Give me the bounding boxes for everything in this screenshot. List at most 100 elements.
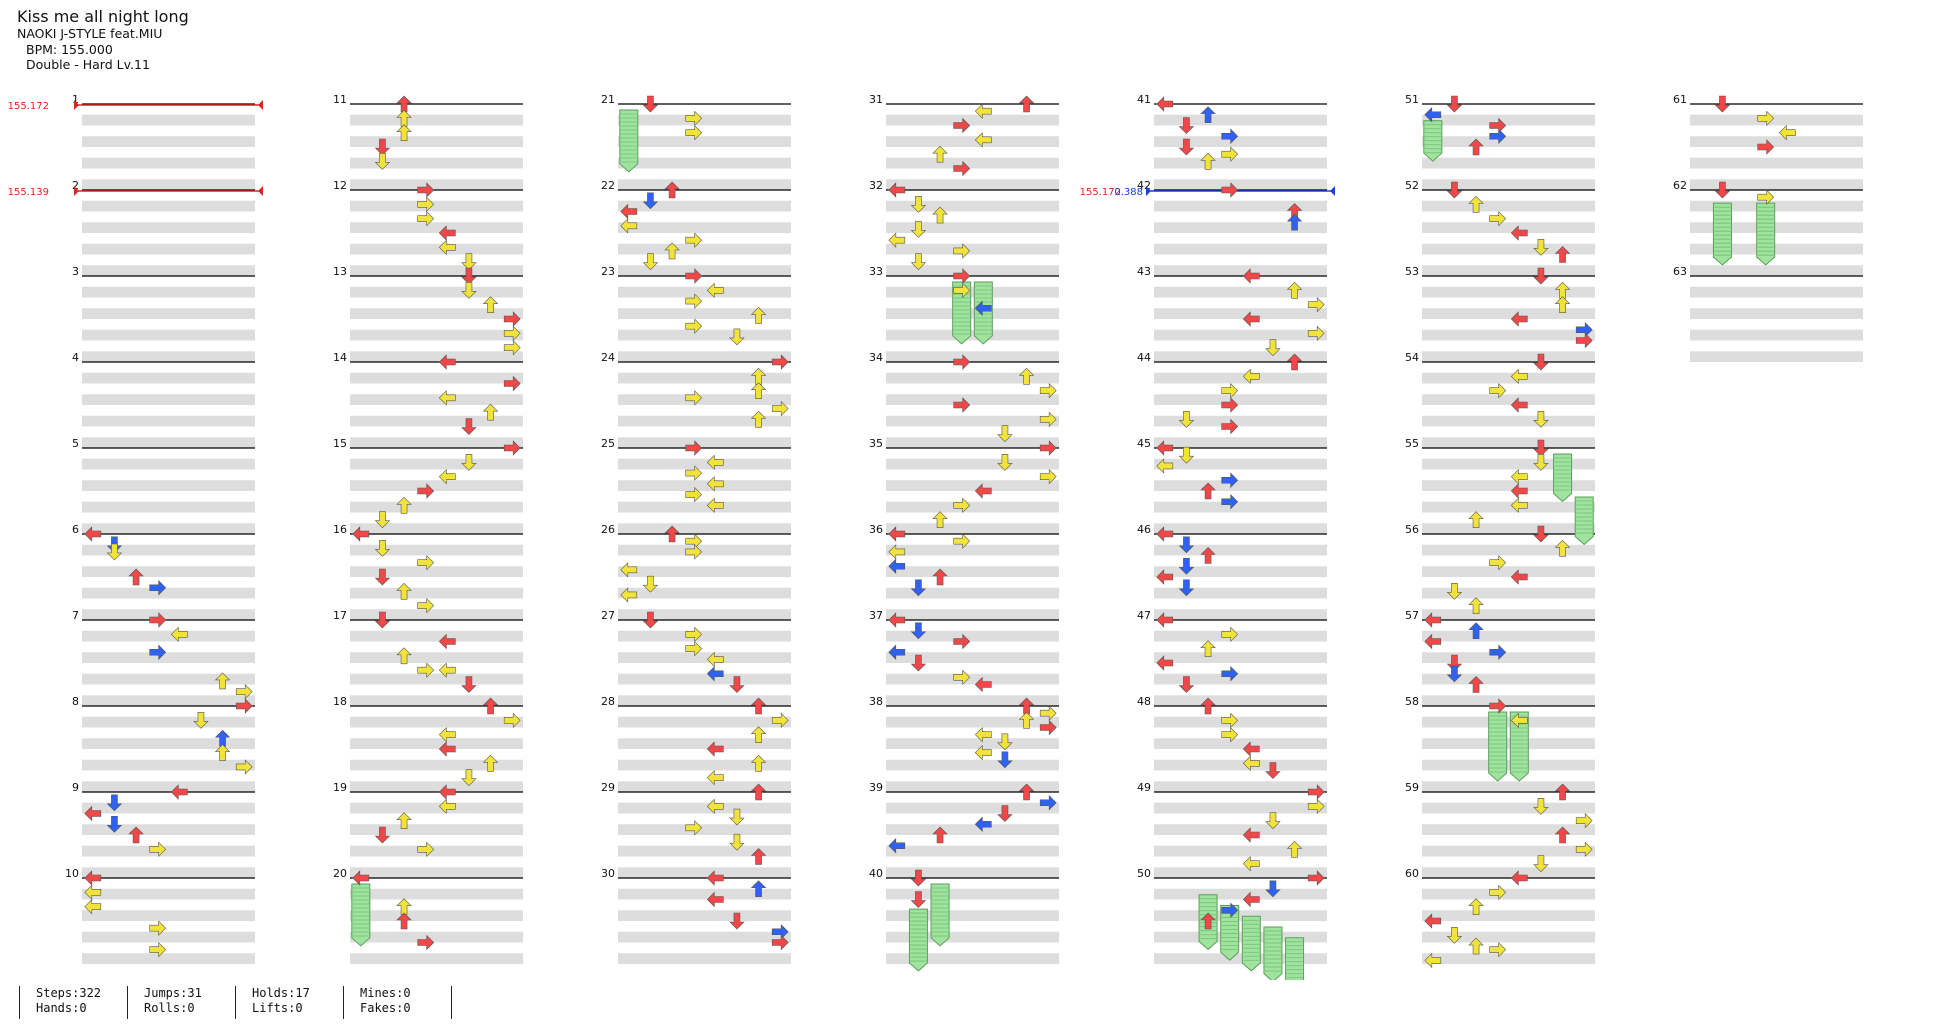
measure-stripe xyxy=(82,523,255,534)
measure-stripe xyxy=(1154,609,1327,620)
arrow-note xyxy=(1489,554,1507,571)
measure-stripe xyxy=(1154,286,1327,298)
measure-stripe xyxy=(618,501,791,513)
arrow-glyph xyxy=(417,841,435,858)
arrow-glyph xyxy=(642,253,659,271)
arrow-glyph xyxy=(997,454,1013,471)
arrow-note xyxy=(1178,579,1195,597)
measure-stripe xyxy=(1422,243,1595,255)
arrow-glyph xyxy=(374,138,391,156)
arrow-glyph xyxy=(1178,557,1195,575)
arrow-glyph xyxy=(503,339,521,356)
measure-number: 15 xyxy=(333,437,347,450)
measure-stripe xyxy=(618,630,791,642)
measure-stripe xyxy=(1422,781,1595,792)
measure-stripe xyxy=(1154,200,1327,212)
measure-stripe xyxy=(618,136,791,147)
measure-stripe xyxy=(886,652,1059,663)
arrow-note xyxy=(932,826,948,844)
stats-end-divider xyxy=(451,986,452,1019)
measure-stripe xyxy=(82,802,255,814)
arrow-note xyxy=(1757,139,1775,155)
arrow-glyph xyxy=(1178,676,1195,693)
measure-stripe xyxy=(618,114,791,126)
measure-stripe xyxy=(618,566,791,577)
arrow-note xyxy=(1533,855,1549,873)
arrow-glyph xyxy=(149,920,167,936)
arrow-note xyxy=(974,676,992,693)
measure-stripe xyxy=(1422,308,1595,319)
arrow-note xyxy=(1307,798,1325,815)
arrow-note xyxy=(953,669,971,686)
measure-stripe xyxy=(82,910,255,921)
arrow-note xyxy=(417,597,435,614)
arrow-note xyxy=(1714,95,1731,113)
measure-stripe xyxy=(82,695,255,706)
measure-number: 27 xyxy=(601,609,615,622)
arrow-glyph xyxy=(1533,439,1549,457)
arrow-note xyxy=(396,582,412,600)
arrow-note xyxy=(1156,655,1174,671)
measure-stripe xyxy=(350,200,523,212)
arrow-note xyxy=(685,318,703,334)
arrow-glyph xyxy=(953,243,971,259)
arrow-glyph xyxy=(461,418,477,435)
measure-stripe xyxy=(1422,566,1595,577)
arrow-glyph xyxy=(953,497,971,514)
arrow-glyph xyxy=(1533,353,1549,371)
hold-body xyxy=(952,281,972,345)
arrow-glyph xyxy=(396,812,412,829)
arrow-glyph xyxy=(214,672,231,690)
stats-jumps-rolls: Jumps:31 Rolls:0 xyxy=(127,986,202,1019)
arrow-note xyxy=(1510,497,1528,514)
arrow-note xyxy=(1533,454,1549,471)
arrow-note xyxy=(997,425,1013,443)
arrow-note xyxy=(750,306,767,324)
measure-stripe xyxy=(82,265,255,276)
arrow-note xyxy=(1178,676,1195,693)
measure-stripe xyxy=(618,394,791,405)
measure-stripe xyxy=(350,587,523,599)
arrow-glyph xyxy=(664,181,680,199)
arrow-glyph xyxy=(1242,891,1260,908)
arrow-glyph xyxy=(1533,411,1549,428)
measure-number: 10 xyxy=(65,867,79,880)
measure-stripe xyxy=(618,652,791,663)
arrow-glyph xyxy=(750,783,767,801)
measure-stripe xyxy=(886,458,1059,470)
measure-stripe xyxy=(82,501,255,513)
measure-number: 30 xyxy=(601,867,615,880)
measure-stripe xyxy=(1690,243,1863,255)
measure-stripe xyxy=(886,824,1059,835)
measure-stripe xyxy=(886,523,1059,534)
arrow-glyph xyxy=(974,726,992,743)
arrow-note xyxy=(729,912,745,930)
hold-body xyxy=(908,908,928,972)
measure-stripe xyxy=(886,673,1059,685)
measure-stripe xyxy=(1422,931,1595,943)
measure-stripe xyxy=(1690,265,1863,276)
arrow-glyph xyxy=(1554,826,1571,844)
arrow-glyph xyxy=(888,232,906,248)
arrow-glyph xyxy=(685,465,703,481)
arrow-glyph xyxy=(910,579,927,597)
measure-number: 41 xyxy=(1137,93,1151,106)
arrow-glyph xyxy=(461,282,477,299)
measure-stripe xyxy=(886,910,1059,921)
arrow-note xyxy=(1242,755,1260,772)
arrow-glyph xyxy=(706,870,724,886)
arrow-note xyxy=(1286,281,1303,299)
measure-stripe xyxy=(886,759,1059,771)
measure-stripe xyxy=(618,351,791,362)
arrow-glyph xyxy=(1446,665,1463,683)
arrow-glyph xyxy=(750,410,767,428)
measure-stripe xyxy=(82,394,255,405)
arrow-note xyxy=(503,375,521,392)
arrow-note xyxy=(84,870,102,886)
arrow-note xyxy=(1554,246,1571,263)
measure-number: 21 xyxy=(601,93,615,106)
stats-holds-lifts: Holds:17 Lifts:0 xyxy=(235,986,310,1019)
measure-stripe xyxy=(350,157,523,169)
measure-stripe xyxy=(618,802,791,814)
arrow-note xyxy=(1221,397,1239,413)
